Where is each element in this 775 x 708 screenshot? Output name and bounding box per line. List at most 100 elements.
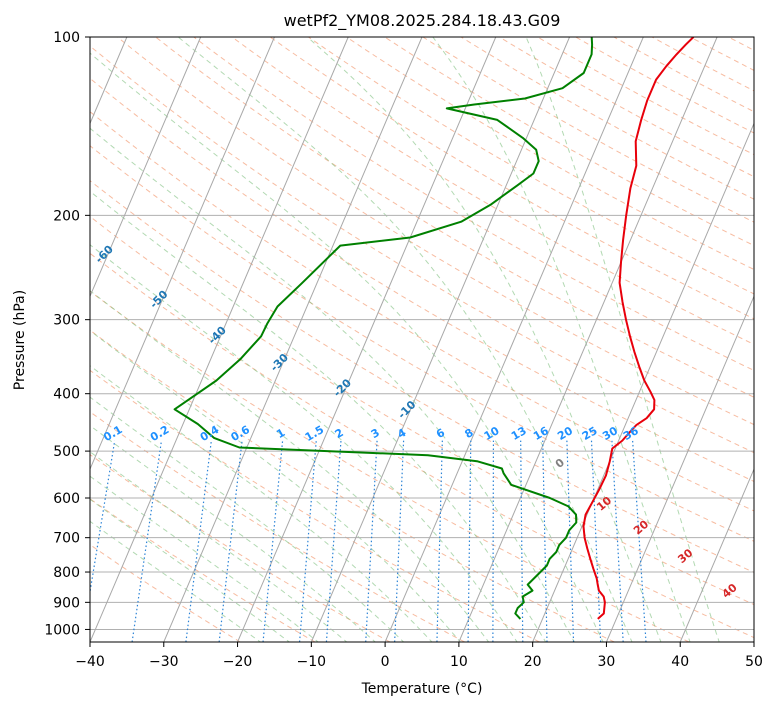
isotherm-label: -10 [395, 398, 418, 421]
mixing-ratio-label: 13 [509, 424, 529, 443]
moist-adiabat [90, 52, 604, 642]
moist-adiabat [90, 451, 348, 642]
x-tick-label: −40 [75, 654, 105, 670]
mixing-ratio-label: 20 [555, 424, 575, 443]
mixing-ratio-label: 6 [434, 426, 447, 441]
moist-adiabat [90, 127, 575, 642]
mixing-ratio-line [566, 440, 575, 642]
isotherm [532, 122, 754, 642]
isotherm-label: -40 [206, 324, 229, 347]
moist-adiabat [90, 424, 376, 642]
dry-adiabat [231, 37, 754, 345]
y-tick-label: 800 [53, 565, 80, 581]
mixing-ratio-line [131, 440, 163, 642]
mixing-ratio-label: 2 [333, 426, 346, 441]
y-tick-label: 300 [53, 313, 80, 329]
isotherm [753, 640, 754, 642]
dry-adiabat [155, 37, 754, 398]
isotherm-label: -30 [268, 351, 291, 374]
dry-adiabat [90, 145, 754, 542]
mixing-ratio-line [185, 440, 212, 642]
x-tick-label: −20 [223, 654, 253, 670]
isotherm-label: -70 [43, 185, 66, 208]
mixing-ratio-label: 4 [395, 426, 408, 441]
y-tick-label: 1000 [44, 622, 80, 638]
x-tick-label: 50 [745, 654, 763, 670]
mixing-ratio-line [590, 440, 602, 642]
chart-title: wetPf2_YM08.2025.284.18.43.G09 [284, 11, 561, 31]
mixing-ratio-label: 3 [369, 426, 382, 441]
moist-adiabat [90, 396, 405, 642]
mixing-ratio-line [611, 440, 624, 642]
mixing-ratio-label: 0.6 [229, 423, 253, 444]
dry-adiabat [90, 111, 754, 512]
isotherm [90, 37, 349, 642]
moist-adiabat [90, 290, 490, 642]
moist-adiabat [525, 37, 720, 642]
y-tick-label: 400 [53, 387, 80, 403]
isotherm [458, 37, 718, 642]
mixing-ratio-label: 30 [600, 424, 620, 443]
mixing-ratio-line [394, 440, 405, 642]
isotherm [90, 37, 275, 471]
dry-adiabat [308, 37, 754, 295]
dry-adiabat [90, 498, 316, 642]
isotherm [237, 37, 497, 642]
x-tick-label: 30 [598, 654, 616, 670]
x-tick-label: −30 [149, 654, 179, 670]
dry-adiabat [269, 37, 754, 320]
mixing-ratio-line [262, 440, 284, 642]
mixing-ratio-label: 0.2 [148, 423, 171, 444]
moist-adiabat [90, 365, 433, 642]
x-tick-label: 0 [381, 654, 390, 670]
mixing-ratio-line [90, 440, 116, 596]
x-axis-label: Temperature (°C) [361, 681, 483, 697]
dry-adiabat [346, 37, 754, 271]
mixing-ratio-label: 10 [482, 424, 502, 443]
dewpoint-trace [173, 37, 594, 620]
x-tick-label: 40 [671, 654, 689, 670]
x-tick-label: −10 [297, 654, 327, 670]
isotherm-label: -20 [331, 376, 354, 399]
dry-adiabat [90, 252, 754, 639]
dry-adiabat [90, 180, 754, 573]
dry-adiabat [422, 37, 754, 223]
moist-adiabat [90, 475, 319, 642]
y-tick-label: 600 [53, 491, 80, 507]
dry-adiabat [90, 411, 465, 642]
axes-frame [89, 36, 755, 643]
temperature-trace [582, 37, 695, 620]
y-tick-label: 700 [53, 531, 80, 547]
isotherm [310, 37, 571, 642]
moist-adiabat [177, 37, 633, 642]
dry-adiabat [90, 290, 690, 642]
x-tick-label: 10 [450, 654, 468, 670]
moist-adiabat-label: 10 [594, 494, 614, 514]
mixing-ratio-line [436, 440, 443, 642]
isotherm [605, 295, 754, 642]
y-axis-label: Pressure (hPa) [12, 290, 28, 390]
mixing-ratio-line [365, 440, 378, 642]
mixing-ratio-line [325, 440, 342, 642]
mixing-ratio-line [492, 440, 495, 642]
moist-adiabat [90, 244, 518, 642]
moist-adiabat [306, 37, 662, 642]
y-tick-label: 200 [53, 208, 80, 224]
isotherm [90, 37, 202, 298]
dry-adiabat [651, 37, 754, 92]
isotherm-label: -50 [147, 288, 170, 311]
mixing-ratio-label: 1 [274, 426, 287, 441]
mixing-ratio-line [298, 440, 317, 642]
y-tick-label: 500 [53, 444, 80, 460]
mixing-ratio-label: 0.1 [101, 423, 124, 444]
dry-adiabat [384, 37, 754, 247]
mixing-ratio-label: 16 [531, 424, 551, 443]
mixing-ratio-line [520, 440, 524, 642]
moist-adiabat-label: 30 [675, 546, 695, 566]
dry-adiabat [575, 37, 754, 134]
mixing-ratio-line [467, 440, 472, 642]
y-tick-label: 900 [53, 595, 80, 611]
mixing-ratio-line [542, 440, 548, 642]
moist-adiabat [432, 37, 691, 642]
dry-adiabat [90, 329, 615, 642]
